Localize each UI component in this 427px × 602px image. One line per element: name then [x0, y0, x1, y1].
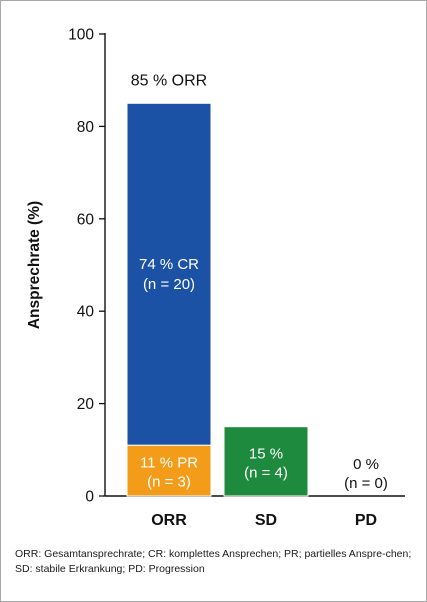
bar-segment-cr [126, 102, 212, 446]
segment-label: 15 % [249, 445, 283, 462]
segment-count-label: (n = 3) [147, 474, 191, 491]
footnote: ORR: Gesamtansprechrate; CR: komplettes … [15, 548, 412, 575]
x-category-label: ORR [151, 512, 187, 529]
segment-label: 11 % PR [140, 455, 198, 472]
segment-label: 74 % CR [139, 256, 199, 273]
x-category-label: PD [355, 512, 377, 529]
bar-segment-sd [223, 426, 309, 497]
segment-count-label: (n = 20) [143, 276, 195, 293]
bar-segment-pr [126, 444, 212, 497]
y-axis-title: Ansprechrate (%) [26, 201, 43, 329]
x-category-label: SD [255, 512, 277, 529]
y-tick-label: 80 [77, 119, 95, 136]
bar-total-label: 85 % ORR [131, 72, 207, 89]
bar-chart: 0 20 40 60 80 100 Ansprechrate (%) 11 % PR (n = … [26, 27, 405, 529]
y-tick-label: 20 [77, 396, 95, 413]
segment-label: 0 % [353, 456, 379, 473]
segment-count-label: (n = 0) [344, 475, 388, 492]
y-tick-label: 60 [77, 211, 95, 228]
segment-count-label: (n = 4) [244, 464, 288, 481]
y-tick-label: 0 [85, 489, 94, 506]
y-tick-label: 40 [77, 304, 95, 321]
y-tick-label: 100 [68, 27, 94, 44]
